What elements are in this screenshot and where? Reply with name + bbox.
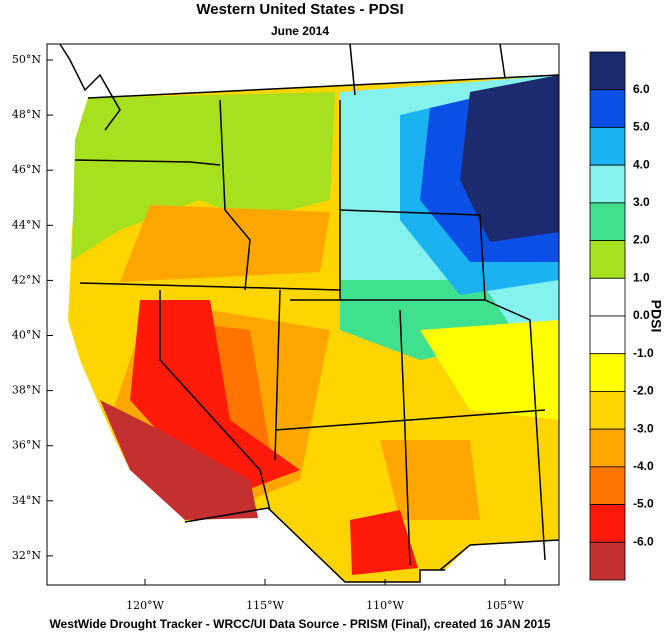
colorbar: 6.0 5.0 4.0 3.0 2.0 1.0 0.0 -1.0 -2.0 -3.0 -4.0 -5.… <box>589 51 654 581</box>
state-border <box>274 289 281 461</box>
pdsi-region <box>120 205 330 282</box>
lon-label: 115°W <box>246 599 284 612</box>
state-border <box>339 209 486 301</box>
mexico-border <box>184 507 445 583</box>
lat-label: 32°N <box>12 549 41 562</box>
state-border <box>274 409 546 431</box>
colorbar-box <box>589 391 626 430</box>
lat-label: 34°N <box>12 494 41 507</box>
map <box>47 44 559 585</box>
colorbar-label: -3.0 <box>633 421 654 435</box>
colorbar-box <box>589 315 626 355</box>
colorbar-box <box>589 89 626 128</box>
lat-label: 38°N <box>12 384 41 397</box>
colorbar-box <box>589 127 626 166</box>
colorbar-box <box>589 240 626 279</box>
lat-label: 46°N <box>12 163 41 176</box>
labels: 50°N 48°N 46°N 44°N 42°N 40°N 38°N 36°N 34°N 32°N… <box>12 53 525 612</box>
canada-border <box>87 74 560 99</box>
colorbar-box <box>589 428 626 468</box>
subtitle: June 2014 <box>271 24 329 38</box>
lat-label: 50°N <box>12 53 41 66</box>
title: Western United States - PDSI <box>196 1 403 18</box>
colorbar-box <box>589 164 626 204</box>
colorbar-label: 5.0 <box>633 120 650 134</box>
footer: WestWide Drought Tracker - WRCC/UI Data … <box>49 617 550 631</box>
colorbar-box <box>589 277 626 317</box>
colorbar-box <box>589 504 626 543</box>
lon-label: 110°W <box>366 599 404 612</box>
colorbar-title: PDSI <box>648 300 664 333</box>
colorbar-box <box>589 202 626 241</box>
colorbar-label: -5.0 <box>633 497 654 511</box>
colorbar-label: 1.0 <box>633 270 650 284</box>
borders <box>59 43 560 583</box>
colorbar-label: 3.0 <box>633 195 650 209</box>
state-border <box>219 99 251 291</box>
colorbar-label: 2.0 <box>633 233 650 247</box>
state-border <box>399 309 411 566</box>
colorbar-label: -2.0 <box>633 384 654 398</box>
pdsi-region <box>350 510 418 575</box>
colorbar-label: 6.0 <box>633 82 650 96</box>
colorbar-label: -1.0 <box>633 346 654 360</box>
lat-label: 48°N <box>12 108 41 121</box>
mexico-border <box>439 539 560 571</box>
pdsi-region <box>130 300 300 500</box>
colorbar-box <box>589 353 626 392</box>
colorbar-box <box>589 51 626 91</box>
lat-label: 44°N <box>12 218 41 231</box>
canada-province-border <box>349 43 356 96</box>
colorbar-label: 4.0 <box>633 157 650 171</box>
pdsi-region <box>420 320 559 420</box>
coastline-north <box>59 43 121 131</box>
colorbar-label: -6.0 <box>633 534 654 548</box>
pdsi-region <box>460 75 559 242</box>
pdsi-region <box>380 440 480 520</box>
lat-label: 36°N <box>12 439 41 452</box>
colorbar-box <box>589 466 626 505</box>
lat-label: 42°N <box>12 273 41 286</box>
state-border <box>159 290 271 511</box>
colorbar-label: -4.0 <box>633 459 654 473</box>
colorbar-label: 0.0 <box>633 308 650 322</box>
map-frame <box>46 43 560 586</box>
pdsi-region <box>100 400 258 520</box>
state-border <box>79 282 341 291</box>
pdsi-region <box>72 92 335 260</box>
canada-province-border <box>499 43 506 79</box>
colorbar-box <box>589 541 626 581</box>
lat-label: 40°N <box>12 329 41 342</box>
lon-label: 105°W <box>486 599 524 612</box>
lon-label: 120°W <box>126 599 164 612</box>
state-border <box>484 299 546 561</box>
state-border <box>74 159 221 166</box>
